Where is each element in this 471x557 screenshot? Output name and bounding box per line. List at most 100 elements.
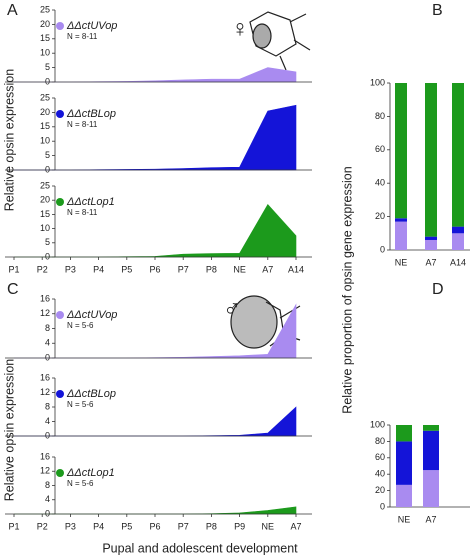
x-tick-label: NE — [398, 514, 411, 524]
legend-label: ΔΔctUVop — [66, 20, 117, 32]
x-tick-label: P5 — [121, 521, 132, 531]
y-tick-label: 16 — [40, 372, 50, 382]
y-tick-label: 0 — [380, 501, 385, 511]
y-tick-label: 60 — [375, 144, 385, 154]
bar-segment — [423, 430, 439, 471]
y-tick-label: 12 — [40, 387, 50, 397]
bar-segment — [452, 83, 464, 227]
bar-segment — [395, 218, 407, 222]
panel-label: D — [432, 281, 444, 298]
x-tick-label: P1 — [8, 264, 19, 274]
y-axis-label: Relative proportion of opsin gene expres… — [340, 166, 354, 413]
x-tick-label: NE — [395, 257, 408, 267]
panel-label: C — [7, 281, 19, 298]
x-tick-label: A7 — [425, 514, 436, 524]
y-tick-label: 20 — [40, 107, 50, 117]
y-tick-label: 60 — [375, 452, 385, 462]
bar-segment — [396, 441, 412, 485]
y-tick-label: 40 — [375, 178, 385, 188]
bar-segment — [396, 425, 412, 442]
bar-segment — [423, 425, 439, 431]
y-tick-label: 80 — [375, 111, 385, 121]
y-tick-label: 8 — [45, 323, 50, 333]
y-tick-label: 5 — [45, 237, 50, 247]
legend-marker — [56, 198, 64, 206]
x-tick-label: P3 — [65, 264, 76, 274]
panel-label: A — [7, 2, 18, 19]
y-tick-label: 20 — [40, 195, 50, 205]
legend-note: N = 8-11 — [67, 120, 98, 129]
y-tick-label: 16 — [40, 451, 50, 461]
y-tick-label: 8 — [45, 401, 50, 411]
sex-symbol: ♂ — [223, 295, 241, 322]
x-tick-label: P2 — [37, 521, 48, 531]
x-tick-label: P9 — [234, 521, 245, 531]
y-tick-label: 8 — [45, 480, 50, 490]
y-tick-label: 10 — [40, 136, 50, 146]
x-tick-label: A7 — [290, 521, 301, 531]
y-tick-label: 0 — [45, 164, 50, 174]
bar-segment — [423, 470, 439, 507]
female-fly-drawing — [249, 11, 311, 71]
y-tick-label: 4 — [45, 416, 50, 426]
x-tick-label: A14 — [288, 264, 304, 274]
fly-eye — [230, 295, 278, 349]
legend-note: N = 5-6 — [67, 321, 94, 330]
y-tick-label: 4 — [45, 338, 50, 348]
area — [14, 406, 297, 437]
y-tick-label: 10 — [40, 48, 50, 58]
x-tick-label: P5 — [121, 264, 132, 274]
x-tick-label: A7 — [425, 257, 436, 267]
y-axis-label: Relative opsin expression — [2, 69, 16, 211]
y-tick-label: 25 — [40, 4, 50, 14]
area — [14, 67, 297, 83]
legend-note: N = 5-6 — [67, 479, 94, 488]
legend-label: ΔΔctLop1 — [66, 467, 115, 479]
legend-marker — [56, 110, 64, 118]
fly-eye — [252, 23, 272, 49]
legend-label: ΔΔctBLop — [66, 388, 116, 400]
x-tick-label: A7 — [262, 264, 273, 274]
y-tick-label: 15 — [40, 121, 50, 131]
y-tick-label: 0 — [380, 244, 385, 254]
y-tick-label: 25 — [40, 92, 50, 102]
x-tick-label: P3 — [65, 521, 76, 531]
bar-segment — [425, 239, 437, 250]
y-tick-label: 10 — [40, 223, 50, 233]
legend-label: ΔΔctLop1 — [66, 196, 115, 208]
sex-symbol: ♀ — [231, 15, 249, 42]
y-tick-label: 0 — [45, 430, 50, 440]
y-tick-label: 5 — [45, 150, 50, 160]
legend-marker — [56, 469, 64, 477]
x-tick-label: P8 — [206, 264, 217, 274]
x-axis-label: Pupal and adolescent development — [102, 541, 298, 555]
x-tick-label: NE — [262, 521, 275, 531]
x-tick-label: P1 — [8, 521, 19, 531]
y-tick-label: 16 — [40, 293, 50, 303]
x-tick-label: P4 — [93, 264, 104, 274]
y-tick-label: 0 — [45, 352, 50, 362]
y-tick-label: 80 — [375, 436, 385, 446]
y-tick-label: 20 — [375, 485, 385, 495]
legend-marker — [56, 311, 64, 319]
x-tick-label: A14 — [450, 257, 466, 267]
y-tick-label: 4 — [45, 494, 50, 504]
area — [14, 203, 297, 258]
legend-label: ΔΔctBLop — [66, 108, 116, 120]
legend-marker — [56, 22, 64, 30]
x-tick-label: P2 — [37, 264, 48, 274]
legend-marker — [56, 390, 64, 398]
y-tick-label: 40 — [375, 469, 385, 479]
y-tick-label: 100 — [370, 77, 385, 87]
y-tick-label: 5 — [45, 62, 50, 72]
x-tick-label: P6 — [149, 521, 160, 531]
y-tick-label: 100 — [370, 419, 385, 429]
legend-note: N = 5-6 — [67, 400, 94, 409]
bar-segment — [396, 484, 412, 507]
bar-segment — [395, 221, 407, 250]
legend-note: N = 8-11 — [67, 208, 98, 217]
x-tick-label: NE — [233, 264, 246, 274]
y-tick-label: 0 — [45, 76, 50, 86]
y-tick-label: 20 — [40, 19, 50, 29]
y-tick-label: 15 — [40, 209, 50, 219]
